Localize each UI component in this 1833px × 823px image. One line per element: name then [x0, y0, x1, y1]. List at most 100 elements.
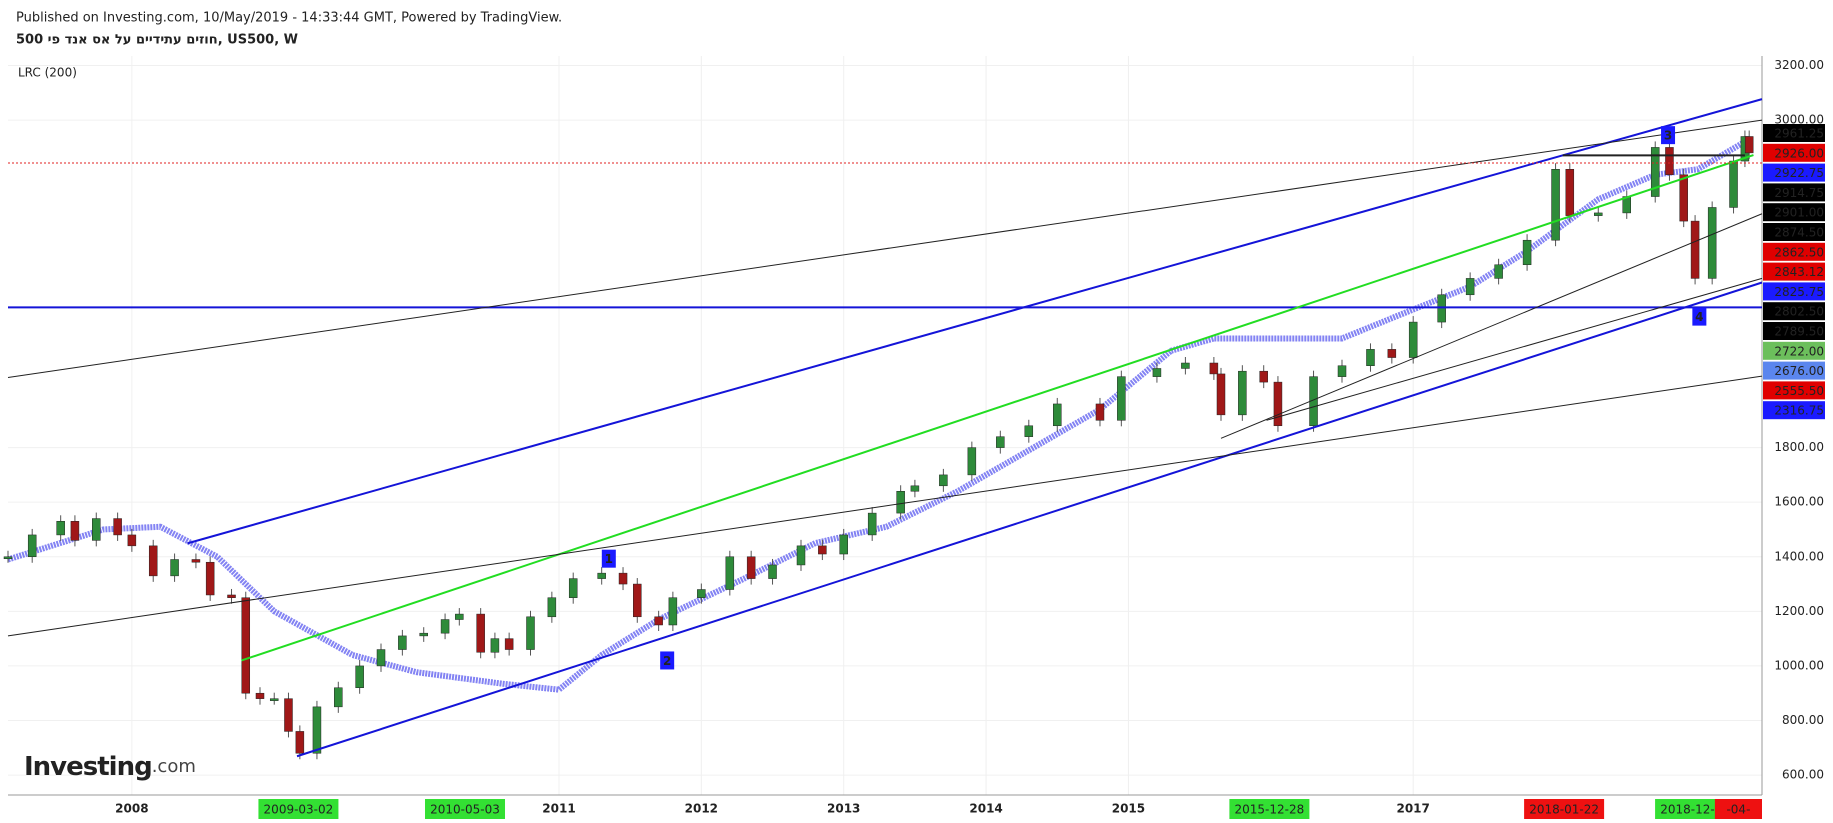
candle: [618, 572, 628, 585]
price-tag: [1763, 302, 1825, 321]
candle: [633, 583, 642, 618]
candle: [284, 698, 293, 732]
candle: [127, 534, 137, 547]
date-tag-label: 2018-12-24: [1660, 803, 1730, 817]
x-tick-label: 2008: [115, 802, 148, 816]
price-tag-label: 2901.00: [1774, 206, 1824, 220]
candle: [1337, 365, 1347, 377]
price-tag-label: 2802.50: [1774, 305, 1824, 319]
price-tag-label: 2874.50: [1774, 226, 1824, 240]
candle: [1152, 368, 1162, 377]
chart-title: Published on Investing.com, 10/May/2019 …: [16, 11, 562, 26]
price-tag-label: 2825.75: [1774, 285, 1824, 299]
date-tag-label: 2009-03-02: [264, 803, 334, 817]
price-tag: [1763, 381, 1825, 400]
marker-box: [660, 651, 675, 670]
candle: [1117, 376, 1126, 421]
candle: [334, 687, 343, 708]
candle: [910, 485, 920, 492]
date-tag-label: -04-: [1726, 803, 1750, 817]
candle: [92, 518, 101, 541]
candle: [818, 545, 827, 555]
candle: [1690, 220, 1700, 279]
candle: [113, 518, 122, 536]
candle: [1273, 381, 1283, 427]
trend-line: [1220, 213, 1763, 439]
candle: [1216, 373, 1226, 416]
date-tag: [1524, 799, 1605, 819]
price-tag-label: 2789.50: [1774, 325, 1824, 339]
y-tick-label: 3000.00: [1774, 113, 1824, 127]
candle: [295, 731, 305, 754]
price-tag: [1763, 262, 1825, 281]
y-tick-label: 1400.00: [1774, 549, 1824, 563]
marker-label: 4: [1695, 310, 1703, 324]
price-tag: [1763, 203, 1825, 222]
logo-main: Investing: [24, 752, 152, 782]
candle: [697, 589, 706, 598]
price-tag-label: 2676.00: [1774, 364, 1824, 378]
candle: [1650, 147, 1660, 197]
price-tag: [1763, 183, 1825, 202]
price-tag-label: 2722.00: [1774, 344, 1824, 358]
price-tag-label: 2316.75: [1774, 404, 1824, 418]
logo-suffix: .com: [152, 756, 196, 777]
marker-box: [1692, 307, 1707, 326]
candle: [1024, 425, 1034, 437]
candle: [526, 616, 535, 650]
candle: [398, 635, 407, 650]
trend-line: [241, 154, 1754, 662]
candle: [504, 638, 514, 650]
candle: [1238, 370, 1247, 416]
candle: [419, 632, 428, 637]
price-tag-label: 2961.25: [1774, 127, 1824, 141]
candle: [440, 619, 450, 634]
price-tag-label: 2914.75: [1774, 186, 1824, 200]
candle: [312, 706, 322, 754]
price-tag-label: 2843.12: [1774, 265, 1824, 279]
candle: [27, 534, 37, 558]
marker-box: [601, 549, 616, 568]
x-tick-label: 2014: [969, 802, 1002, 816]
candle: [170, 559, 179, 577]
candle: [227, 594, 236, 598]
marker-box: [1661, 126, 1676, 145]
candle: [568, 578, 578, 598]
candle: [476, 613, 485, 653]
price-tag: [1763, 242, 1825, 261]
candle: [1387, 349, 1397, 358]
candle: [148, 545, 158, 577]
candle: [241, 597, 251, 694]
date-tag: [425, 799, 506, 819]
candle: [547, 597, 557, 618]
trend-line: [7, 375, 1763, 637]
candle: [1551, 169, 1560, 241]
x-tick-label: 2012: [685, 802, 718, 816]
candle: [1366, 349, 1375, 366]
candle: [725, 556, 735, 590]
price-tag: [1763, 124, 1825, 142]
marker-label: 2: [663, 654, 671, 668]
candle: [597, 572, 606, 579]
price-tag: [1763, 401, 1825, 420]
candle: [768, 564, 777, 579]
candle: [56, 521, 65, 536]
date-tag: [1229, 799, 1310, 819]
price-tag: [1763, 361, 1825, 380]
date-tag-label: 2018-01-22: [1529, 803, 1599, 817]
candle: [1209, 362, 1219, 375]
price-tag-label: 2926.00: [1774, 146, 1824, 160]
candle: [269, 698, 279, 701]
candle: [205, 561, 215, 596]
price-tag-label: 2862.50: [1774, 245, 1824, 259]
indicator-label: LRC (200): [18, 66, 77, 80]
candle: [996, 436, 1005, 448]
y-tick-label: 600.00: [1782, 768, 1824, 782]
candle: [1707, 207, 1717, 279]
logo: Investing.com: [24, 752, 196, 782]
ma-line: [7, 136, 1751, 693]
price-tag-label: 2922.75: [1774, 166, 1824, 180]
marker-label: 3: [1664, 129, 1672, 143]
